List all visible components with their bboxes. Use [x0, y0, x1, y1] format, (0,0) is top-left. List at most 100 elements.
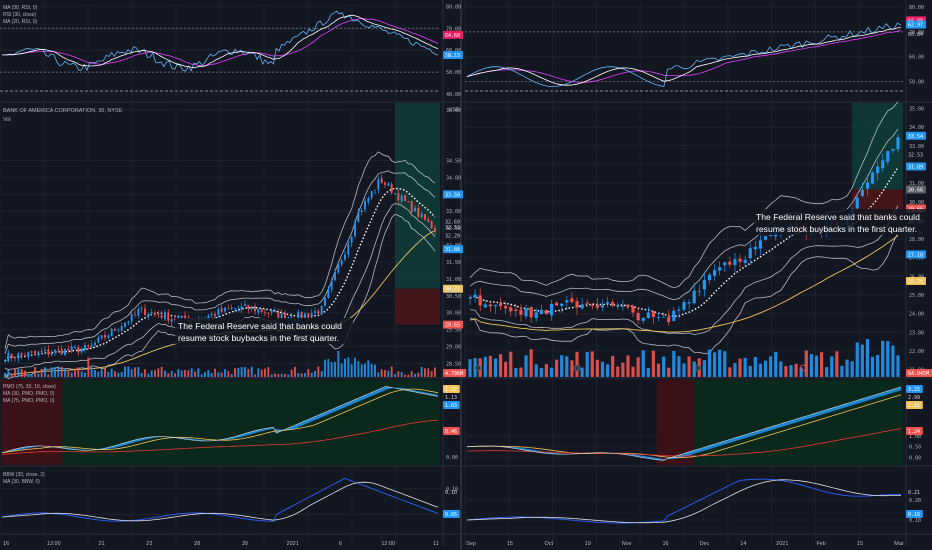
symbol-title[interactable]: BANK OF AMERICA CORPORATION, 30, NYSE	[3, 108, 123, 114]
volume-bar	[70, 372, 73, 377]
volume-bar	[314, 370, 316, 377]
candle-body	[337, 264, 340, 273]
volume-bar	[814, 355, 819, 377]
pmo-line	[466, 386, 902, 461]
candle-body	[150, 312, 153, 314]
pmo-tick-label: 0.00	[446, 455, 458, 461]
candle-body	[60, 348, 63, 355]
bbw-line	[1, 477, 439, 522]
volume-bar	[585, 352, 589, 377]
price-badge-text: 27.18	[908, 252, 923, 258]
candle-body	[417, 208, 420, 217]
rsi-badge: 64.60	[443, 30, 463, 39]
price-badge-box	[906, 162, 926, 171]
volume-bar	[631, 366, 635, 377]
pmo-tick-label: 1.00	[909, 434, 921, 440]
time-axis-label: 23	[146, 541, 152, 547]
candle-body	[120, 326, 123, 331]
volume-bar	[743, 357, 747, 377]
volume-bar	[651, 350, 656, 377]
volume-bar	[819, 352, 824, 377]
volume-bar	[250, 366, 253, 377]
candle-body	[70, 346, 73, 350]
candle-body	[207, 315, 210, 320]
volume-bar	[280, 373, 283, 377]
volume-bar	[300, 373, 303, 377]
candle-body	[140, 308, 143, 309]
candle-body	[549, 304, 554, 316]
volume-bar	[17, 368, 20, 377]
volume-bar	[324, 359, 326, 377]
price-badge: 33.50	[443, 190, 463, 199]
volume-bar	[120, 372, 123, 377]
candle-body	[34, 351, 36, 354]
candle-body	[896, 137, 900, 150]
news-annotation-left[interactable]: The Federal Reserve said that banks coul…	[175, 318, 353, 344]
volume-bar	[270, 374, 273, 377]
volume-bar	[580, 367, 584, 377]
volume-bar	[570, 360, 574, 377]
volume-bar	[799, 367, 803, 377]
volume-bar	[170, 370, 173, 377]
candle-body	[344, 254, 346, 260]
volume-bar	[80, 371, 83, 377]
pmo-badge-text: 3.25	[908, 387, 920, 393]
pmo-legend-item: MA (75, PMO, PMO, 0)	[3, 398, 55, 404]
pmo-badge-box	[443, 385, 460, 393]
volume-legend[interactable]: Vol	[3, 117, 11, 123]
candle-body	[881, 160, 885, 169]
volume-bar	[180, 370, 183, 377]
rsi-tick-label: 40.00	[446, 92, 461, 98]
volume-bar	[334, 361, 336, 377]
candle-body	[560, 303, 564, 306]
event-marker	[573, 364, 581, 372]
rsi-tick-label: 50.00	[446, 70, 461, 76]
rsi-legend-item: MA (30, RSI, 0)	[3, 5, 38, 11]
bbw-tick-label: 0.10	[909, 518, 921, 524]
news-annotation-right[interactable]: The Federal Reserve said that banks coul…	[754, 209, 932, 235]
candle-body	[110, 328, 113, 337]
pmo-badge-box	[906, 427, 923, 435]
price-tick-label: 32.50	[446, 226, 461, 232]
price-badge-text: 31.88	[445, 247, 460, 253]
candle-body	[354, 222, 356, 236]
volume-bar	[498, 354, 503, 377]
volume-bar	[539, 368, 543, 377]
volume-bar	[549, 367, 554, 377]
volume-bar	[891, 345, 895, 377]
price-tick-label: 24.00	[909, 312, 924, 318]
pmo-bullish-zone	[62, 380, 440, 465]
candle-body	[397, 193, 400, 201]
candle-body	[330, 280, 333, 290]
volume-bar	[555, 359, 559, 377]
rsi-legend-item: MA (20, RSI, 0)	[3, 19, 38, 25]
bbw-tick-label: 0.20	[909, 498, 921, 504]
candle-body	[20, 352, 23, 355]
candle-body	[347, 243, 350, 255]
candle-body	[616, 306, 620, 307]
candle-body	[230, 307, 233, 310]
time-axis-label: 16	[662, 541, 668, 547]
price-badge: 31.88	[443, 245, 463, 254]
candle-body	[504, 305, 508, 309]
volume-bar	[50, 367, 53, 377]
volume-bar	[534, 364, 538, 377]
candle-body	[631, 306, 635, 313]
volume-bar	[310, 372, 313, 377]
candle-body	[284, 312, 286, 320]
volume-bar	[384, 370, 386, 377]
volume-bar	[327, 358, 330, 377]
volume-bar	[140, 373, 143, 377]
candle-body	[434, 227, 436, 232]
candle-body	[350, 236, 353, 243]
candle-body	[712, 270, 717, 276]
basis-dotted-line	[4, 187, 436, 362]
volume-bar	[347, 357, 350, 377]
candle-body	[377, 179, 380, 190]
volume-bar	[519, 367, 523, 377]
volume-bar	[738, 358, 742, 377]
price-tick-label: 31.00	[909, 181, 924, 187]
candle-body	[167, 312, 170, 321]
rsi-badge-box	[443, 50, 463, 59]
volume-bar	[364, 363, 366, 377]
